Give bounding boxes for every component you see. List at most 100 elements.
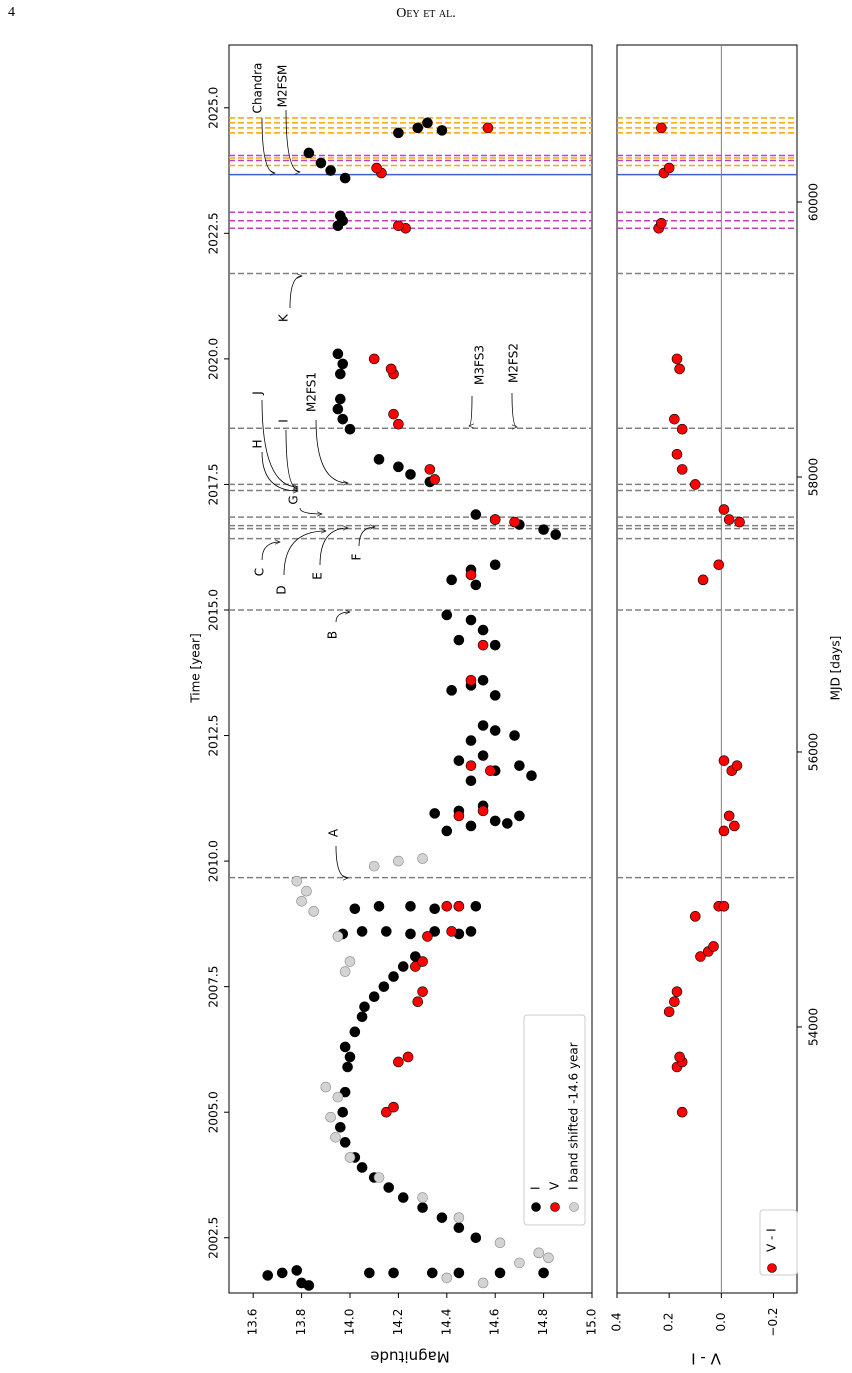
- year-tick-label: 2025.0: [207, 87, 221, 129]
- data-point: [718, 755, 730, 766]
- data-point: [332, 403, 344, 415]
- data-point: [501, 818, 513, 829]
- data-point: [676, 464, 688, 475]
- annotation: M2FS1: [305, 372, 319, 412]
- panel-frame: [228, 44, 593, 1294]
- legend-label: V: [548, 1181, 562, 1190]
- data-point: [429, 903, 441, 915]
- data-point: [718, 900, 730, 912]
- year-tick-label: 2017.5: [207, 463, 221, 505]
- data-point: [426, 1267, 438, 1279]
- data-point: [482, 122, 494, 134]
- data-point: [356, 1162, 368, 1173]
- x-axis-label: Time [year]: [189, 633, 203, 703]
- data-point: [663, 1006, 675, 1018]
- data-point: [514, 1257, 525, 1269]
- value-tick-label: 15.0: [585, 1309, 599, 1336]
- value-tick-label: 14.8: [536, 1309, 550, 1336]
- data-point: [356, 1011, 368, 1023]
- page-number: 4: [8, 5, 15, 20]
- data-point: [453, 755, 465, 766]
- data-point: [674, 1051, 685, 1063]
- data-point: [417, 986, 428, 997]
- data-point: [734, 516, 745, 528]
- annotation: C: [253, 568, 267, 576]
- data-point: [436, 125, 448, 136]
- data-point: [303, 1280, 315, 1291]
- data-point: [465, 820, 477, 832]
- annotation-arrow: [335, 845, 348, 878]
- data-point: [359, 1001, 370, 1013]
- data-point: [325, 165, 336, 176]
- year-tick-label: 2005.0: [207, 1091, 221, 1133]
- data-point: [325, 1111, 336, 1123]
- year-tick-label: 2002.5: [207, 1217, 221, 1259]
- data-point: [315, 157, 327, 169]
- data-point: [713, 559, 725, 571]
- data-point: [731, 760, 743, 771]
- data-point: [320, 1081, 332, 1093]
- data-point: [543, 1252, 554, 1264]
- value-tick-label: 13.8: [294, 1309, 308, 1336]
- data-point: [470, 1232, 482, 1244]
- year-tick-label: 2015.0: [207, 589, 221, 631]
- value-tick-label: 0.4: [610, 1312, 624, 1331]
- annotation: G: [287, 495, 301, 504]
- value-tick-label: 13.6: [246, 1309, 260, 1336]
- data-point: [465, 674, 477, 686]
- annotation: B: [326, 631, 340, 639]
- data-point: [477, 639, 489, 651]
- data-point: [291, 875, 303, 887]
- data-point: [718, 825, 730, 837]
- data-point: [470, 579, 482, 591]
- data-point: [393, 855, 404, 867]
- data-point: [332, 348, 344, 360]
- data-point: [477, 805, 489, 817]
- data-point: [538, 524, 549, 535]
- data-point: [371, 162, 382, 174]
- data-point: [723, 514, 735, 525]
- value-tick-label: 14.4: [439, 1309, 453, 1336]
- data-point: [453, 810, 465, 822]
- data-point: [339, 1137, 351, 1148]
- data-point: [494, 1267, 506, 1279]
- data-point: [291, 1265, 303, 1276]
- data-point: [339, 966, 351, 977]
- data-point: [477, 624, 489, 636]
- annotation: M3FS3: [473, 345, 487, 385]
- year-tick-label: 2022.5: [207, 212, 221, 254]
- annotation-arrow: [261, 451, 298, 491]
- data-point: [477, 720, 489, 731]
- annotation-arrow: [469, 395, 472, 426]
- data-point: [465, 760, 477, 771]
- data-point: [344, 1152, 356, 1163]
- data-point: [337, 358, 349, 370]
- data-point: [697, 574, 709, 586]
- mjd-tick-label: 60000: [807, 183, 821, 221]
- data-point: [373, 900, 385, 912]
- data-point: [422, 931, 433, 942]
- legend-marker: [550, 1202, 560, 1212]
- data-point: [470, 900, 482, 912]
- data-point: [303, 147, 315, 159]
- legend-label: V - I: [765, 1228, 779, 1252]
- annotation: M2FSM: [276, 65, 290, 108]
- data-point: [477, 1277, 489, 1289]
- data-point: [453, 634, 465, 646]
- data-point: [373, 454, 385, 465]
- data-point: [332, 1091, 344, 1103]
- data-point: [388, 971, 399, 982]
- x2-axis-label: MJD [days]: [829, 636, 843, 701]
- data-point: [349, 903, 361, 915]
- data-point: [453, 1212, 465, 1223]
- data-point: [689, 479, 701, 490]
- data-point: [489, 639, 501, 651]
- data-point: [368, 991, 380, 1002]
- data-point: [368, 353, 380, 365]
- data-point: [356, 926, 368, 937]
- data-point: [674, 363, 685, 375]
- annotation-arrow: [261, 542, 280, 561]
- data-point: [489, 725, 501, 736]
- data-point: [453, 1267, 465, 1279]
